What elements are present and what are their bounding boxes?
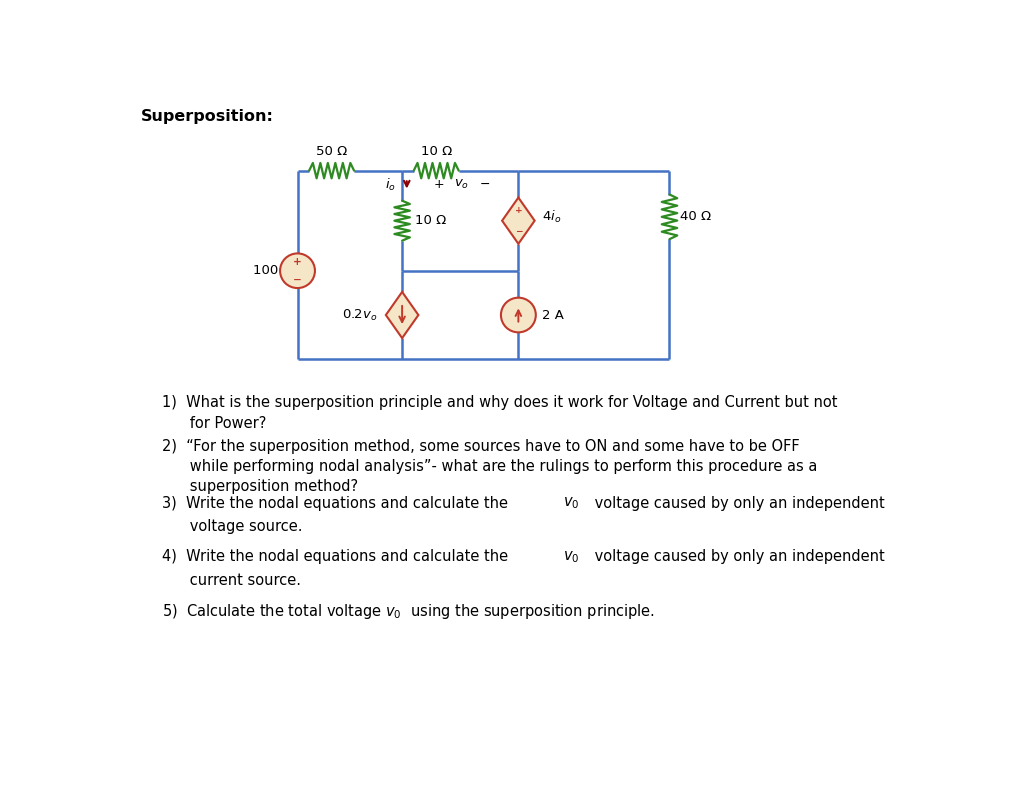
Text: voltage source.: voltage source.: [162, 519, 303, 534]
Text: +: +: [433, 178, 444, 191]
Text: −: −: [294, 275, 302, 285]
Circle shape: [501, 297, 535, 332]
Text: $4i_o$: $4i_o$: [542, 209, 561, 225]
Text: 100 V: 100 V: [253, 264, 292, 277]
Text: 2)  “For the superposition method, some sources have to ON and some have to be O: 2) “For the superposition method, some s…: [162, 438, 817, 494]
Text: 40 Ω: 40 Ω: [681, 210, 711, 223]
Text: 2 A: 2 A: [542, 309, 564, 322]
Circle shape: [280, 253, 315, 288]
Text: $v_o$: $v_o$: [454, 178, 469, 191]
Text: $0.2v_o$: $0.2v_o$: [342, 307, 377, 322]
Polygon shape: [386, 292, 419, 338]
Text: +: +: [294, 257, 302, 268]
Text: 10 Ω: 10 Ω: [421, 145, 452, 158]
Text: $v_0$: $v_0$: [563, 550, 579, 565]
Text: Superposition:: Superposition:: [141, 109, 274, 124]
Text: voltage caused by only an independent: voltage caused by only an independent: [589, 550, 884, 564]
Text: $i_o$: $i_o$: [385, 177, 396, 193]
Text: 4)  Write the nodal equations and calculate the: 4) Write the nodal equations and calcula…: [162, 550, 513, 564]
Text: 1)  What is the superposition principle and why does it work for Voltage and Cur: 1) What is the superposition principle a…: [162, 396, 837, 431]
Text: +: +: [514, 206, 522, 215]
Text: 3)  Write the nodal equations and calculate the: 3) Write the nodal equations and calcula…: [162, 496, 512, 510]
Text: −: −: [480, 178, 491, 191]
Text: voltage caused by only an independent: voltage caused by only an independent: [589, 496, 884, 510]
Text: −: −: [515, 226, 522, 235]
Text: current source.: current source.: [162, 572, 301, 588]
Polygon shape: [502, 197, 534, 243]
Text: 50 Ω: 50 Ω: [316, 145, 347, 158]
Text: $v_0$: $v_0$: [563, 496, 579, 511]
Text: 10 Ω: 10 Ω: [416, 214, 447, 227]
Text: 5)  Calculate the total voltage $v_0$  using the superposition principle.: 5) Calculate the total voltage $v_0$ usi…: [162, 602, 655, 621]
